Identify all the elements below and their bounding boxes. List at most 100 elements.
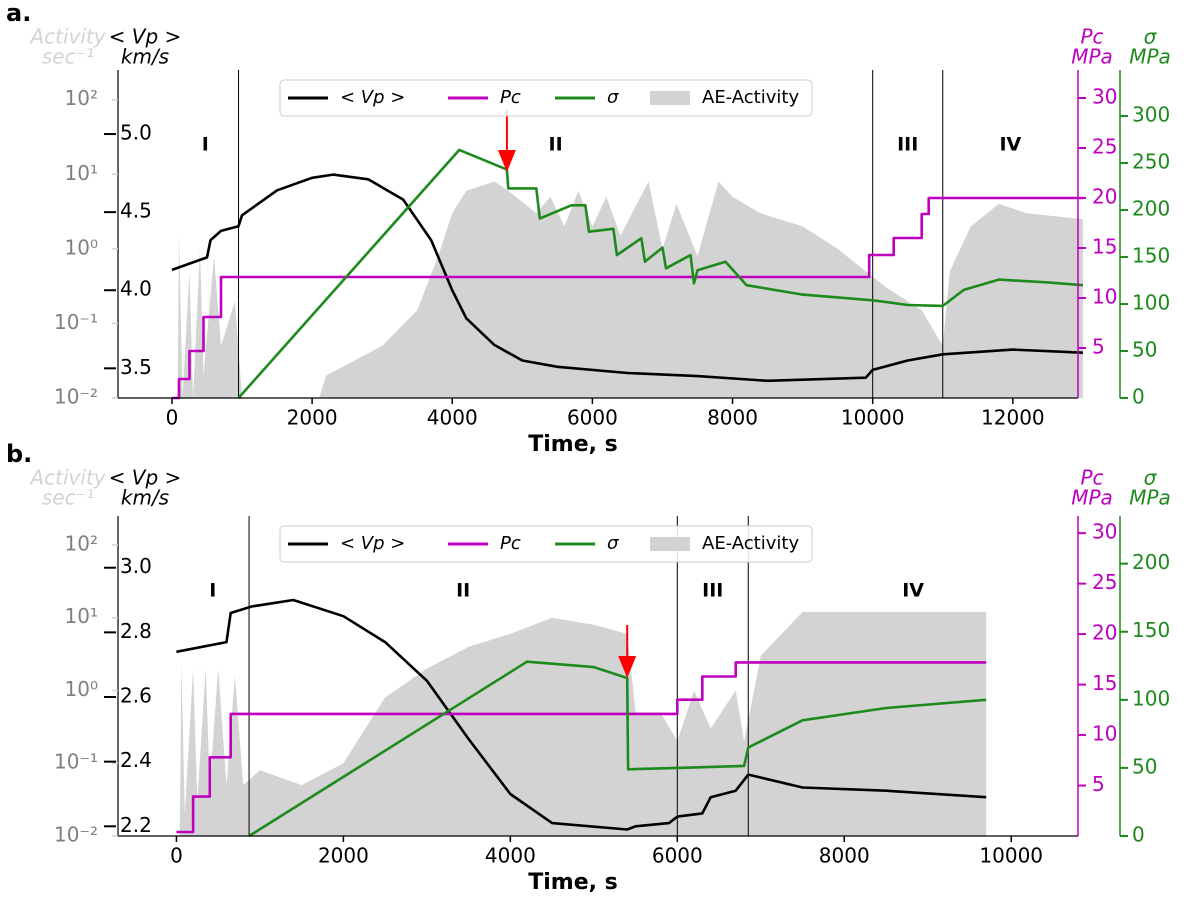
y3-tick-label: 25 <box>1092 135 1117 159</box>
legend-label: < Vp > <box>340 533 405 554</box>
y-tick-label: 10¹ <box>65 604 98 628</box>
axis-title: Activity <box>28 466 106 490</box>
x-tick-label: 0 <box>170 844 183 868</box>
axis-title: sec⁻¹ <box>42 45 94 69</box>
x-tick-label: 0 <box>166 406 179 430</box>
x-tick-label: 6000 <box>652 844 703 868</box>
x-axis-title: Time, s <box>528 870 618 895</box>
axis-title: < Vp > <box>109 25 182 49</box>
y-tick-label: 10⁻¹ <box>54 750 98 774</box>
legend-label: Pc <box>500 87 521 108</box>
y4-tick-label: 100 <box>1132 686 1170 710</box>
phase-label: IV <box>902 580 924 602</box>
y2-tick-label: 3.5 <box>120 355 152 379</box>
legend-label: AE-Activity <box>702 533 799 554</box>
event-arrow-head <box>497 150 516 172</box>
axis-title: σ <box>1144 25 1158 49</box>
ae-activity-area <box>172 181 1083 398</box>
y3-tick-label: 5 <box>1092 772 1105 796</box>
axis-title: MPa <box>1129 45 1171 69</box>
y2-tick-label: 5.0 <box>120 121 152 145</box>
y4-tick-label: 200 <box>1132 550 1170 574</box>
series-line <box>248 660 987 838</box>
y-tick-label: 10⁻² <box>54 823 98 847</box>
axis-title: MPa <box>1071 45 1113 69</box>
x-axis-title: Time, s <box>528 432 618 457</box>
axis-title: sec⁻¹ <box>42 486 94 510</box>
legend-swatch <box>650 537 690 551</box>
y3-tick-label: 10 <box>1092 722 1117 746</box>
x-tick-label: 12000 <box>981 406 1045 430</box>
y2-tick-label: 4.0 <box>120 277 152 301</box>
series-line <box>172 196 1083 400</box>
axis-title: MPa <box>1071 486 1113 510</box>
y4-tick-label: 100 <box>1132 291 1170 315</box>
legend-box <box>279 525 813 563</box>
phase-label: II <box>549 134 563 156</box>
ae-activity-area <box>176 612 987 836</box>
y4-tick-label: 250 <box>1132 150 1170 174</box>
y3-tick-label: 20 <box>1092 621 1117 645</box>
x-tick-label: 6000 <box>567 406 618 430</box>
y4-tick-label: 50 <box>1132 338 1157 362</box>
series-line <box>176 598 987 831</box>
y4-tick-label: 0 <box>1132 385 1145 409</box>
y3-tick-label: 25 <box>1092 570 1117 594</box>
phase-label: IV <box>999 134 1021 156</box>
y3-tick-label: 15 <box>1092 235 1117 259</box>
y2-tick-label: 3.0 <box>120 554 152 578</box>
x-tick-label: 2000 <box>318 844 369 868</box>
axis-title: < Vp > <box>109 466 182 490</box>
y-tick-label: 10⁰ <box>65 235 98 259</box>
axis-title: km/s <box>121 486 169 510</box>
axis-title: MPa <box>1129 486 1171 510</box>
legend-label: Pc <box>500 533 521 554</box>
phase-label: III <box>702 580 723 602</box>
y4-tick-label: 50 <box>1132 754 1157 778</box>
series-line <box>176 661 987 834</box>
y-tick-label: 10⁻¹ <box>54 310 98 334</box>
x-tick-label: 8000 <box>707 406 758 430</box>
axis-title: km/s <box>121 45 169 69</box>
x-tick-label: 4000 <box>485 844 536 868</box>
x-tick-label: 10000 <box>979 844 1043 868</box>
y4-tick-label: 200 <box>1132 197 1170 221</box>
series-line <box>171 173 1083 383</box>
x-tick-label: 2000 <box>287 406 338 430</box>
panel-label: b. <box>6 440 32 468</box>
phase-label: III <box>897 134 918 156</box>
y3-tick-label: 30 <box>1092 85 1117 109</box>
legend-box <box>279 79 813 117</box>
y2-tick-label: 2.6 <box>120 684 152 708</box>
y2-tick-label: 2.4 <box>120 748 152 772</box>
y-tick-label: 10² <box>65 86 98 110</box>
y3-tick-label: 20 <box>1092 185 1117 209</box>
axis-title: Pc <box>1080 25 1103 49</box>
y3-tick-label: 5 <box>1092 335 1105 359</box>
axis-title: Pc <box>1080 466 1103 490</box>
x-tick-label: 8000 <box>819 844 870 868</box>
y3-tick-label: 30 <box>1092 520 1117 544</box>
event-arrow-head <box>618 656 637 678</box>
legend-label: σ <box>607 533 619 554</box>
y4-tick-label: 150 <box>1132 618 1170 642</box>
y4-tick-label: 0 <box>1132 823 1145 847</box>
axis-title: σ <box>1144 466 1158 490</box>
legend-label: < Vp > <box>340 87 405 108</box>
y2-tick-label: 2.2 <box>120 813 152 837</box>
series-line <box>237 148 1084 399</box>
axis-title: Activity <box>28 25 106 49</box>
legend-label: AE-Activity <box>702 87 799 108</box>
y-tick-label: 10¹ <box>65 161 98 185</box>
y4-tick-label: 300 <box>1132 103 1170 127</box>
legend-label: σ <box>607 87 619 108</box>
y4-tick-label: 150 <box>1132 244 1170 268</box>
legend-swatch <box>650 91 690 105</box>
x-tick-label: 10000 <box>841 406 905 430</box>
phase-label: I <box>209 580 216 602</box>
y-tick-label: 10⁻² <box>54 385 98 409</box>
y3-tick-label: 15 <box>1092 671 1117 695</box>
panel-label: a. <box>6 0 31 27</box>
y-tick-label: 10² <box>65 531 98 555</box>
